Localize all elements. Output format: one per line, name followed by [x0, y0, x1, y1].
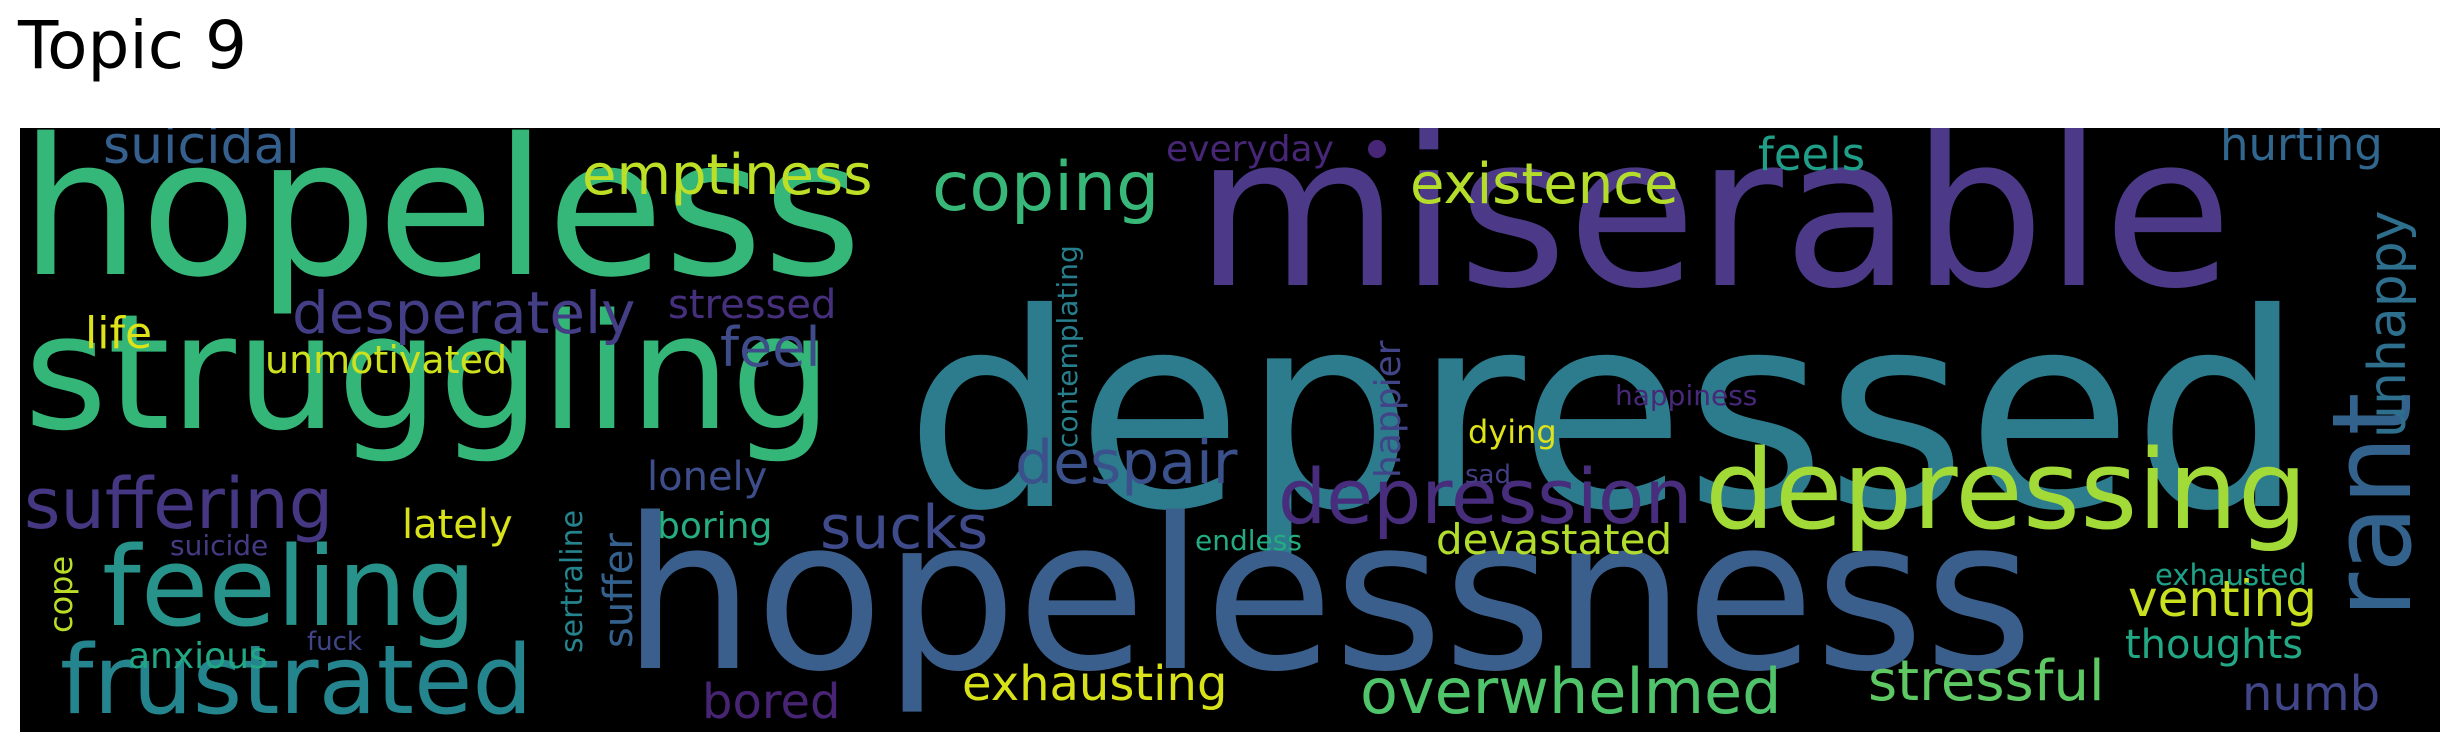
word-struggling: struggling: [24, 279, 832, 466]
word-bored: bored: [702, 674, 841, 730]
word-hopelessness: hopelessness: [622, 473, 2034, 718]
word-depression: depression: [1278, 452, 1693, 541]
word-anxious: anxious: [128, 636, 268, 677]
word-overwhelmed: overwhelmed: [1360, 655, 1782, 728]
word-lonely: lonely: [647, 454, 767, 500]
word-coping: coping: [932, 148, 1159, 227]
word-desperately: desperately: [292, 279, 635, 347]
word-unhappy: unhappy: [2358, 210, 2418, 438]
word-happier: happier: [1368, 340, 1409, 478]
word-sad: sad: [1465, 460, 1511, 490]
word-suffer: suffer: [596, 533, 642, 648]
word-exhausting: exhausting: [962, 656, 1227, 712]
word-exhausted: exhausted: [2155, 558, 2307, 592]
word-boring: boring: [657, 506, 772, 547]
chart-title: Topic 9: [18, 7, 247, 84]
word-venting: venting: [2128, 570, 2317, 628]
word-depressed: depressed: [905, 255, 2304, 570]
word-contemplating: contemplating: [1051, 245, 1084, 448]
word-feel: feel: [720, 316, 820, 379]
word-feeling: feeling: [102, 523, 477, 651]
word-happiness: happiness: [1615, 379, 1757, 412]
dot-mark: [1368, 140, 1386, 158]
word-frustrated: frustrated: [60, 626, 533, 732]
word-cope: cope: [42, 556, 80, 633]
word-lately: lately: [402, 502, 513, 548]
word-suffering: suffering: [24, 463, 333, 545]
word-fuck: fuck: [307, 627, 362, 657]
word-devastated: devastated: [1436, 515, 1672, 564]
word-dying: dying: [1468, 413, 1557, 451]
word-cloud: depressedmiserablehopelessnesshopelessst…: [20, 128, 2440, 732]
word-rant: rant: [2308, 393, 2436, 618]
word-sucks: sucks: [820, 493, 988, 563]
word-hopeless: hopeless: [20, 128, 862, 319]
cloud-background: [20, 128, 2440, 732]
word-stressed: stressed: [668, 282, 836, 328]
word-numb: numb: [2242, 666, 2380, 722]
word-emptiness: emptiness: [582, 143, 872, 208]
word-feels: feels: [1758, 128, 1865, 181]
word-endless: endless: [1195, 524, 1302, 557]
word-thoughts: thoughts: [2125, 622, 2303, 668]
word-suicidal: suicidal: [103, 128, 300, 176]
word-suicide: suicide: [170, 529, 268, 562]
word-stressful: stressful: [1868, 649, 2105, 714]
word-sertraline: sertraline: [555, 510, 590, 653]
word-life: life: [85, 308, 152, 359]
word-miserable: miserable: [1195, 128, 2232, 335]
word-hurting: hurting: [2220, 128, 2383, 171]
word-depressing: depressing: [1705, 426, 2308, 554]
word-unmotivated: unmotivated: [265, 338, 507, 382]
word-everyday: everyday: [1166, 129, 1334, 170]
word-despair: despair: [1015, 428, 1238, 498]
word-existence: existence: [1410, 152, 1679, 217]
